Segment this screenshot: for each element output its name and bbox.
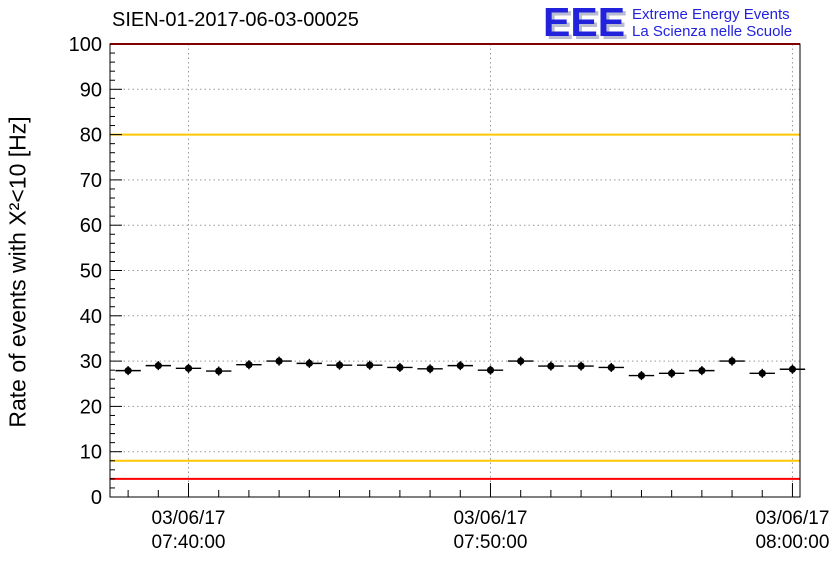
y-tick-label: 20 — [80, 396, 102, 418]
data-point — [728, 357, 736, 365]
data-point — [577, 362, 585, 370]
data-point — [517, 357, 525, 365]
x-tick-label-time: 07:40:00 — [152, 532, 226, 553]
data-point — [124, 367, 132, 375]
data-point — [607, 363, 615, 372]
data-point — [335, 361, 344, 369]
chart-title: SIEN-01-2017-06-03-00025 — [112, 9, 359, 31]
y-tick-label: 10 — [80, 442, 102, 464]
eee-logo-line1: Extreme Energy Events — [632, 6, 790, 23]
y-tick-label: 0 — [91, 487, 102, 509]
y-tick-label: 100 — [69, 34, 102, 56]
x-tick-label-date: 03/06/17 — [453, 508, 527, 529]
data-point — [788, 365, 797, 373]
eee-logo-text: Extreme Energy Events La Scienza nelle S… — [632, 4, 792, 40]
data-point — [184, 364, 193, 372]
y-tick-label: 30 — [80, 351, 102, 373]
data-point — [486, 366, 495, 374]
data-point — [637, 371, 646, 380]
eee-logo-line2: La Scienza nelle Scuole — [632, 23, 793, 40]
data-point — [305, 359, 313, 367]
y-tick-label: 70 — [80, 170, 102, 192]
x-tick-label-date: 03/06/17 — [152, 508, 226, 529]
y-tick-label: 80 — [80, 125, 102, 147]
eee-logo: EEE Extreme Energy Events La Scienza nel… — [543, 0, 792, 45]
data-point — [758, 369, 766, 377]
eee-logo-letters: EEE — [543, 0, 626, 45]
data-point — [275, 357, 283, 365]
data-point — [215, 367, 223, 375]
data-point — [154, 362, 162, 370]
data-point — [426, 365, 434, 373]
data-point — [396, 363, 404, 372]
x-tick-label-time: 07:50:00 — [453, 532, 527, 553]
x-tick-label-date: 03/06/17 — [755, 508, 829, 529]
data-point — [668, 369, 676, 377]
y-tick-label: 60 — [80, 215, 102, 237]
data-point — [245, 361, 253, 369]
data-point — [456, 362, 464, 370]
data-point — [547, 362, 555, 370]
data-point — [698, 367, 706, 375]
y-tick-label: 90 — [80, 79, 102, 101]
y-tick-label: 40 — [80, 306, 102, 328]
y-tick-label: 50 — [80, 261, 102, 283]
x-tick-label-time: 08:00:00 — [755, 532, 829, 553]
data-point — [366, 361, 374, 369]
